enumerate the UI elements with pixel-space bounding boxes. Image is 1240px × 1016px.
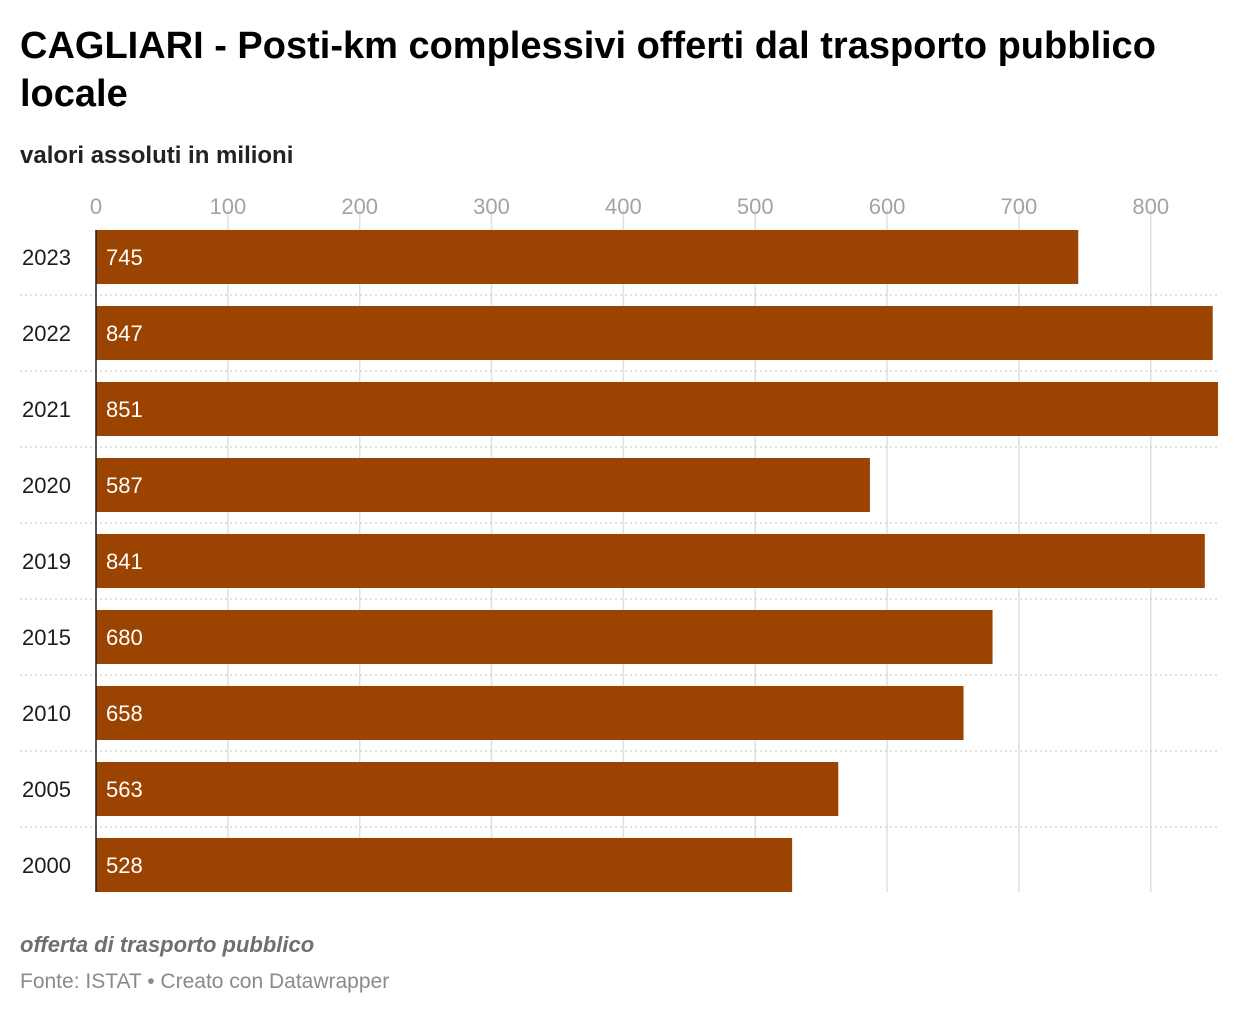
chart-subtitle: valori assoluti in milioni (20, 142, 294, 169)
value-label-2021: 851 (106, 397, 143, 422)
x-axis-ticks: 0 100 200 300 400 500 600 700 800 (90, 194, 1169, 219)
value-labels: 745 847 851 587 841 680 658 563 528 (106, 245, 143, 878)
x-tick-label-600: 600 (869, 194, 906, 219)
chart-note: offerta di trasporto pubblico (20, 932, 315, 957)
source-separator: • (141, 970, 161, 993)
bar-2010 (96, 686, 964, 740)
x-tick-label-200: 200 (341, 194, 378, 219)
category-label-2010: 2010 (22, 701, 71, 726)
value-label-2020: 587 (106, 473, 143, 498)
source-name: ISTAT (85, 970, 142, 993)
x-tick-label-700: 700 (1001, 194, 1038, 219)
value-label-2022: 847 (106, 321, 143, 346)
bar-2005 (96, 762, 839, 816)
bar-2015 (96, 610, 993, 664)
x-tick-label-800: 800 (1132, 194, 1169, 219)
value-label-2015: 680 (106, 625, 143, 650)
bar-2021 (96, 382, 1218, 436)
x-tick-label-100: 100 (209, 194, 246, 219)
value-label-2010: 658 (106, 701, 143, 726)
source-prefix: Fonte: (20, 970, 86, 993)
x-tick-label-300: 300 (473, 194, 510, 219)
category-labels: 2023 2022 2021 2020 2019 2015 2010 2005 2000 (22, 245, 71, 878)
chart-source: Fonte: ISTAT • Creato con Datawrapper (20, 968, 389, 996)
x-tick-label-400: 400 (605, 194, 642, 219)
value-label-2000: 528 (106, 853, 143, 878)
category-label-2019: 2019 (22, 549, 71, 574)
source-credit: Creato con Datawrapper (160, 970, 390, 993)
x-tick-label-0: 0 (90, 194, 102, 219)
category-label-2020: 2020 (22, 473, 71, 498)
category-label-2023: 2023 (22, 245, 71, 270)
value-label-2005: 563 (106, 777, 143, 802)
category-label-2022: 2022 (22, 321, 71, 346)
bar-2020 (96, 458, 870, 512)
x-tick-label-500: 500 (737, 194, 774, 219)
category-label-2021: 2021 (22, 397, 71, 422)
category-label-2005: 2005 (22, 777, 71, 802)
bars (96, 230, 1218, 892)
category-label-2015: 2015 (22, 625, 71, 650)
chart-title: CAGLIARI - Posti-km complessivi offerti … (20, 25, 1156, 115)
bar-2000 (96, 838, 793, 892)
value-label-2023: 745 (106, 245, 143, 270)
bar-2023 (96, 230, 1079, 284)
bar-2019 (96, 534, 1205, 588)
bar-chart: 0 100 200 300 400 500 600 700 800 20232022202120… (20, 194, 1218, 892)
value-label-2019: 841 (106, 549, 143, 574)
category-label-2000: 2000 (22, 853, 71, 878)
bar-2022 (96, 306, 1213, 360)
